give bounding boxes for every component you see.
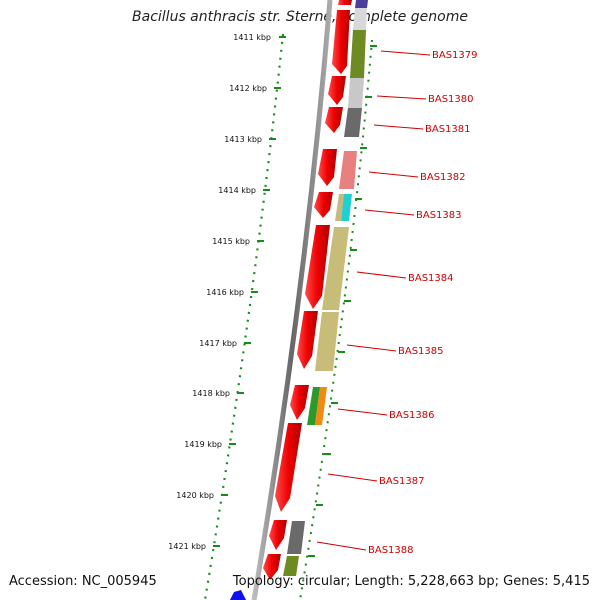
- topology-text: Topology: circular; Length: 5,228,663 bp…: [232, 574, 590, 589]
- category-block: [322, 227, 349, 310]
- gene-label: BAS1388: [368, 545, 414, 556]
- accession-text: Accession: NC_005945: [9, 574, 157, 589]
- gene-label: BAS1384: [408, 273, 454, 284]
- gene-arrow: [318, 149, 337, 186]
- gene-label: BAS1386: [389, 410, 435, 421]
- category-block: [341, 194, 352, 221]
- genome-backbone: [251, 0, 333, 600]
- ruler-label: 1420 kbp: [176, 491, 214, 500]
- gene-label: BAS1387: [379, 476, 425, 487]
- ruler-label: 1415 kbp: [212, 237, 250, 246]
- blue-feature-marker: [230, 590, 246, 600]
- ruler-ticks: [213, 36, 286, 547]
- ruler-label: 1418 kbp: [192, 389, 230, 398]
- ruler-label: 1413 kbp: [224, 135, 262, 144]
- gene-arrow: [328, 76, 346, 105]
- category-block: [355, 0, 368, 8]
- ruler-labels: 1411 kbp 1412 kbp 1413 kbp 1414 kbp 1415…: [168, 33, 271, 551]
- category-block: [350, 30, 366, 78]
- map-title: Bacillus anthracis str. Sterne, complete…: [132, 9, 468, 25]
- ruler-label: 1419 kbp: [184, 440, 222, 449]
- category-block: [315, 312, 339, 371]
- category-block: [339, 151, 357, 189]
- gene-labels: BAS1379 BAS1380 BAS1381 BAS1382 BAS1383 …: [368, 50, 478, 556]
- gene-label: BAS1382: [420, 172, 466, 183]
- gene-label: BAS1381: [425, 124, 471, 135]
- leader-line: [368, 171, 419, 178]
- category-block: [283, 556, 299, 576]
- gene-arrow: [290, 385, 309, 420]
- leader-line: [373, 124, 424, 130]
- ruler-label: 1421 kbp: [168, 542, 206, 551]
- leader-line: [337, 408, 388, 416]
- gene-arrow: [269, 520, 287, 550]
- gene-arrow: [314, 192, 333, 218]
- ruler-label: 1411 kbp: [233, 33, 271, 42]
- category-block: [353, 8, 367, 30]
- gene-arrow: [305, 225, 330, 309]
- gene-arrow: [332, 10, 350, 74]
- gene-arrows: [263, 0, 352, 580]
- leader-line: [364, 209, 415, 216]
- ruler-label: 1412 kbp: [229, 84, 267, 93]
- ruler-label: 1414 kbp: [218, 186, 256, 195]
- leader-line: [327, 473, 378, 482]
- gene-label: BAS1383: [416, 210, 462, 221]
- category-track: [283, 0, 368, 576]
- inner-dotted-line: [299, 39, 373, 600]
- leader-line: [380, 50, 431, 56]
- label-leaders: [316, 50, 431, 551]
- ruler-line: [203, 33, 285, 600]
- category-block: [315, 387, 327, 425]
- gene-arrow: [263, 554, 281, 580]
- category-block: [307, 387, 320, 425]
- gene-arrow: [325, 107, 343, 133]
- leader-line: [346, 344, 397, 352]
- category-block: [344, 108, 362, 137]
- gene-label: BAS1379: [432, 50, 478, 61]
- ruler-label: 1417 kbp: [199, 339, 237, 348]
- gene-arrow: [338, 0, 352, 5]
- leader-line: [376, 95, 427, 100]
- gene-arrow: [297, 311, 318, 369]
- ruler-label: 1416 kbp: [206, 288, 244, 297]
- gene-label: BAS1380: [428, 94, 474, 105]
- inner-ticks: [308, 45, 377, 557]
- leader-line: [316, 541, 367, 551]
- category-block: [348, 78, 364, 108]
- category-block: [287, 521, 305, 554]
- gene-label: BAS1385: [398, 346, 444, 357]
- leader-line: [356, 271, 407, 279]
- gene-arrow: [275, 423, 302, 512]
